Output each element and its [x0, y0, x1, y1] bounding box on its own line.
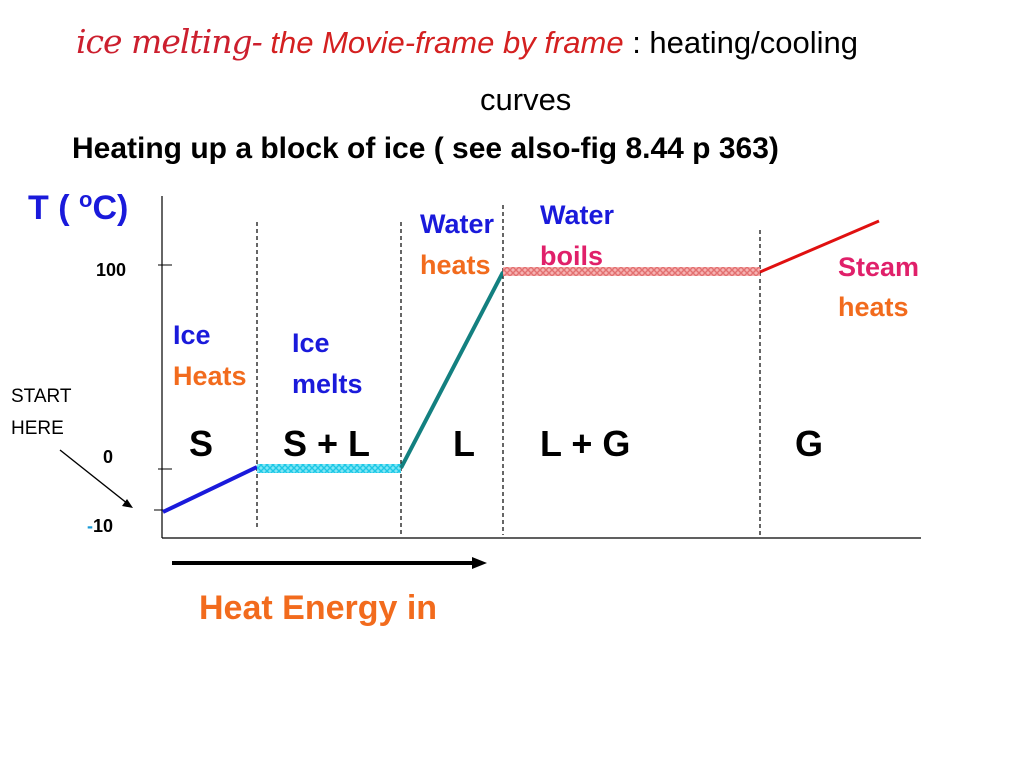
label-water-boils-a: Water: [540, 200, 615, 230]
phase-l-g: L + G: [540, 423, 630, 464]
tick-label-minus10: -10: [87, 516, 113, 536]
segment-steam-heats: [759, 219, 880, 274]
label-ice-heats-a: Ice: [173, 320, 211, 350]
label-ice-heats-b: Heats: [173, 361, 247, 391]
label-water-heats-a: Water: [420, 209, 495, 239]
start-here-line1: START: [11, 386, 72, 407]
heat-arrow-head: [472, 557, 487, 569]
phase-l: L: [453, 423, 475, 464]
label-water-boils-b: boils: [540, 241, 603, 271]
label-water-heats-b: heats: [420, 250, 491, 280]
tick-label-0: 0: [103, 447, 113, 467]
subtitle: Heating up a block of ice ( see also-fig…: [72, 132, 779, 165]
title-italic: the Movie-frame by frame: [261, 25, 624, 60]
start-arrow-shaft: [59, 449, 129, 505]
segment-ice-melts: [257, 464, 401, 473]
label-steam-heats-b: heats: [838, 292, 909, 322]
x-axis-label: Heat Energy in: [199, 589, 437, 627]
title-line2: curves: [480, 82, 572, 117]
title-plain: : heating/cooling: [623, 25, 858, 60]
segment-ice-heats: [162, 465, 258, 514]
start-arrow-head: [122, 499, 133, 508]
title-cursive: ice melting-: [76, 22, 263, 61]
segment-water-boils: [503, 267, 760, 276]
label-ice-melts-a: Ice: [292, 328, 330, 358]
phase-s-l: S + L: [283, 423, 370, 464]
phase-g: G: [795, 423, 823, 464]
phase-s: S: [189, 423, 213, 464]
tick-label-100: 100: [96, 260, 126, 280]
label-steam-heats-a: Steam: [838, 252, 919, 282]
start-here-line2: HERE: [11, 418, 64, 439]
y-axis-label: T ( oC): [28, 187, 128, 227]
slide-title: ice melting- the Movie-frame by frame : …: [76, 22, 1016, 61]
segment-water-heats: [399, 271, 505, 469]
label-ice-melts-b: melts: [292, 369, 363, 399]
